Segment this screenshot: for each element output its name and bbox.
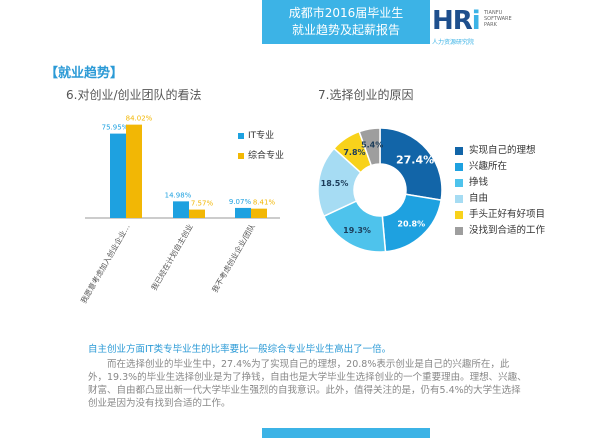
bar-category-label-0: 我愿意考虑加入创业企业…	[78, 222, 132, 305]
logo-chinese-name: 人力资源研究院	[432, 39, 475, 46]
pie-legend-item-3: 自由	[455, 190, 488, 204]
legend-general: 综合专业	[238, 148, 284, 161]
pie-legend: 实现自己的理想 兴趣所在挣钱自由手头正好有好项目 没找到合适的工作	[455, 142, 565, 242]
pie-legend-item-2: 挣钱	[455, 174, 488, 188]
bar-chart: 75.95% 84.02% 我愿意考虑加入创业企业… 14.98% 7.57% 我已经在计…	[40, 110, 300, 310]
pie-legend-label-2: 挣钱	[469, 177, 489, 188]
pie-chart-title: 7.选择创业的原因	[318, 88, 414, 102]
bottom-accent-bar	[262, 428, 430, 438]
report-title-banner: 成都市2016届毕业生 就业趋势及起薪报告	[262, 0, 430, 44]
pie-legend-label-0: 实现自己的理想	[469, 145, 536, 156]
donut-label-5: 5.4%	[361, 141, 383, 150]
pie-legend-swatch-5	[455, 226, 463, 235]
legend-it: IT专业	[238, 128, 274, 141]
donut-label-1: 20.8%	[397, 220, 425, 229]
donut-label-3: 18.5%	[321, 179, 349, 188]
donut-label-4: 7.8%	[343, 148, 365, 157]
bar-general-0	[126, 124, 142, 218]
bar-chart-svg: 75.95%84.02% 我愿意考虑加入创业企业… 14.98%7.57% 我已经在计…	[78, 115, 280, 305]
donut-label-2: 19.3%	[343, 226, 371, 235]
bar-label-it-1: 14.98%	[165, 191, 192, 199]
bar-it-1	[173, 201, 189, 218]
legend-swatch-it	[238, 132, 244, 139]
bar-category-label-1: 我已经在计划自主创业	[149, 222, 195, 292]
bar-category-label-2: 我不考虑创业企业/团队	[209, 222, 257, 295]
donut-label-0: 27.4%	[396, 153, 434, 166]
pie-legend-swatch-0	[455, 146, 463, 155]
logo-subtext: TIANFU SOFTWARE PARK	[484, 10, 512, 28]
logo-mark: HRi	[432, 6, 481, 36]
legend-swatch-general	[238, 152, 244, 159]
pie-legend-swatch-4	[455, 210, 463, 219]
report-title-line1: 成都市2016届毕业生	[288, 6, 404, 20]
pie-legend-label-1: 兴趣所在	[469, 161, 508, 172]
pie-legend-item-0: 实现自己的理想	[455, 142, 536, 156]
donut-slice-0	[379, 127, 443, 202]
bar-it-2	[235, 207, 251, 218]
pie-legend-item-5: 没找到合适的工作	[455, 222, 545, 236]
bar-chart-title: 6.对创业/创业团队的看法	[66, 88, 202, 102]
summary-paragraph: 而在选择创业的毕业生中，27.4%为了实现自己的理想，20.8%表示创业是自己的…	[88, 359, 527, 409]
bar-general-2	[251, 208, 267, 218]
bar-label-general-2: 8.41%	[253, 199, 276, 207]
pie-legend-swatch-2	[455, 178, 463, 187]
pie-legend-label-3: 自由	[469, 193, 489, 204]
pie-legend-label-5: 没找到合适的工作	[469, 225, 546, 236]
pie-chart: 27.4% 20.8% 19.3% 18.5% 7.8% 5.4% 实现自己的理想 兴趣所在…	[305, 110, 565, 253]
hri-logo: HRi TIANFU SOFTWARE PARK 人力资源研究院	[432, 4, 552, 46]
bar-label-general-0: 84.02%	[126, 115, 153, 123]
pie-legend-item-1: 兴趣所在	[455, 158, 507, 172]
pie-legend-swatch-1	[455, 162, 463, 171]
bar-label-it-2: 9.07%	[229, 198, 252, 206]
bar-it-0	[110, 133, 126, 218]
bar-label-general-1: 7.57%	[191, 200, 214, 208]
summary-highlight: 自主创业方面IT类专毕业生的比率要比一般综合专业毕业生高出了一倍。	[88, 344, 392, 355]
bar-label-it-0: 75.95%	[102, 124, 129, 132]
pie-legend-label-4: 手头正好有好项目	[469, 209, 546, 220]
summary-text: 自主创业方面IT类专毕业生的比率要比一般综合专业毕业生高出了一倍。 而在选择创业…	[88, 343, 528, 410]
pie-legend-swatch-3	[455, 194, 463, 203]
donut-chart-svg: 27.4% 20.8% 19.3% 18.5% 7.8%5.4%	[317, 127, 443, 253]
bar-general-1	[189, 209, 205, 218]
pie-legend-item-4: 手头正好有好项目	[455, 206, 545, 220]
donut-slice-5	[358, 127, 381, 167]
report-title-line2: 就业趋势及起薪报告	[291, 23, 400, 37]
section-title: 【就业趋势】	[45, 66, 124, 81]
